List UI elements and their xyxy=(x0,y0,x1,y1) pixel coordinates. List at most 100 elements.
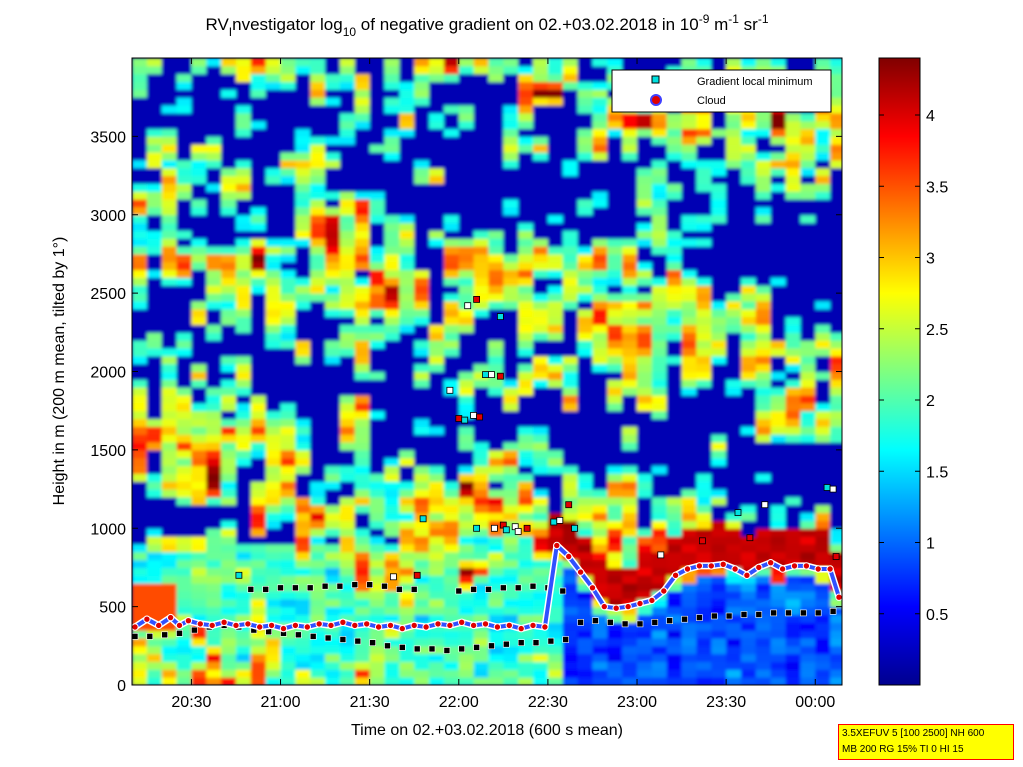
heatmap-cell xyxy=(755,230,772,239)
heatmap-cell xyxy=(339,473,356,482)
heatmap-cell xyxy=(354,301,371,310)
heatmap-cell xyxy=(191,167,207,177)
scatter-marker xyxy=(657,551,665,559)
heatmap-cell xyxy=(414,355,430,365)
heatmap-cell xyxy=(815,606,831,615)
heatmap-cell xyxy=(236,65,252,75)
heatmap-cell xyxy=(755,465,772,474)
heatmap-cell xyxy=(815,528,831,537)
heatmap-cell xyxy=(221,293,237,302)
heatmap-cell xyxy=(384,606,400,615)
heatmap-cell xyxy=(310,410,326,420)
heatmap-cell xyxy=(176,559,193,568)
heatmap-cell xyxy=(325,277,341,286)
heatmap-cell xyxy=(785,285,802,294)
heatmap-cell xyxy=(339,387,356,396)
heatmap-cell xyxy=(711,614,727,623)
heatmap-cell xyxy=(503,410,519,420)
heatmap-cell xyxy=(518,559,534,568)
heatmap-cell xyxy=(414,136,430,145)
heatmap-cell xyxy=(800,520,816,529)
heatmap-cell xyxy=(815,575,831,584)
heatmap-cell xyxy=(681,206,698,216)
heatmap-cell xyxy=(354,175,371,184)
heatmap-cell xyxy=(577,583,594,592)
cloud-marker xyxy=(303,623,311,631)
heatmap-cell xyxy=(161,222,178,231)
heatmap-cell xyxy=(132,285,148,294)
heatmap-cell xyxy=(206,583,222,592)
heatmap-cell xyxy=(607,363,623,373)
heatmap-cell xyxy=(770,591,787,600)
heatmap-cell xyxy=(265,551,282,561)
heatmap-cell xyxy=(458,222,475,231)
heatmap-cell xyxy=(488,316,504,325)
heatmap-cell xyxy=(681,214,698,224)
heatmap-cell xyxy=(770,638,787,647)
heatmap-cell xyxy=(473,253,490,263)
heatmap-cell xyxy=(815,551,831,561)
heatmap-cell xyxy=(741,591,757,600)
heatmap-cell xyxy=(711,371,727,380)
heatmap-cell xyxy=(354,285,371,294)
heatmap-cell xyxy=(280,442,296,451)
heatmap-cell xyxy=(399,465,415,474)
heatmap-cell xyxy=(711,128,727,137)
heatmap-cell xyxy=(384,645,400,655)
heatmap-cell xyxy=(800,277,816,286)
heatmap-cell xyxy=(607,402,623,412)
heatmap-cell xyxy=(622,638,638,647)
heatmap-cell xyxy=(280,606,296,615)
gradient-minimum-marker xyxy=(770,609,778,617)
heatmap-cell xyxy=(785,128,802,137)
heatmap-cell xyxy=(830,434,842,443)
heatmap-cell xyxy=(236,653,252,662)
heatmap-cell xyxy=(666,465,683,474)
heatmap-cell xyxy=(191,473,207,482)
heatmap-cell xyxy=(562,677,579,685)
heatmap-cell xyxy=(221,175,237,184)
heatmap-cell xyxy=(488,261,504,271)
heatmap-cell xyxy=(280,261,296,271)
heatmap-cell xyxy=(399,199,415,208)
heatmap-cell xyxy=(295,58,311,67)
heatmap-cell xyxy=(325,230,341,239)
heatmap-cell xyxy=(681,551,698,561)
heatmap-cell xyxy=(518,512,534,521)
heatmap-cell xyxy=(161,622,178,631)
cloud-marker xyxy=(802,562,811,570)
heatmap-cell xyxy=(221,285,237,294)
heatmap-cell xyxy=(622,261,638,271)
heatmap-cell xyxy=(354,426,371,435)
heatmap-cell xyxy=(250,120,267,130)
scatter-marker xyxy=(832,553,840,560)
heatmap-cell xyxy=(250,206,267,216)
heatmap-cell xyxy=(206,645,222,655)
heatmap-cell xyxy=(666,661,683,670)
heatmap-cell xyxy=(503,120,519,130)
heatmap-cell xyxy=(310,645,326,655)
heatmap-cell xyxy=(414,496,430,506)
heatmap-cell xyxy=(473,222,490,231)
heatmap-cell xyxy=(280,144,296,153)
heatmap-cell xyxy=(518,473,534,482)
heatmap-cell xyxy=(711,575,727,584)
heatmap-cell xyxy=(785,426,802,435)
heatmap-cell xyxy=(651,418,668,427)
heatmap-cell xyxy=(533,606,549,615)
heatmap-cell xyxy=(518,308,534,318)
heatmap-cell xyxy=(815,434,831,443)
gradient-minimum-marker xyxy=(532,639,540,647)
heatmap-cell xyxy=(637,622,653,631)
heatmap-cell xyxy=(295,598,311,608)
heatmap-cell xyxy=(325,645,341,655)
heatmap-cell xyxy=(741,395,757,404)
heatmap-cell xyxy=(785,551,802,561)
heatmap-cell xyxy=(741,418,757,427)
heatmap-cell xyxy=(176,230,193,239)
heatmap-cell xyxy=(518,520,534,529)
heatmap-cell xyxy=(191,457,207,467)
gradient-minimum-marker xyxy=(309,633,317,640)
heatmap-cell xyxy=(785,395,802,404)
heatmap-cell xyxy=(146,58,163,67)
